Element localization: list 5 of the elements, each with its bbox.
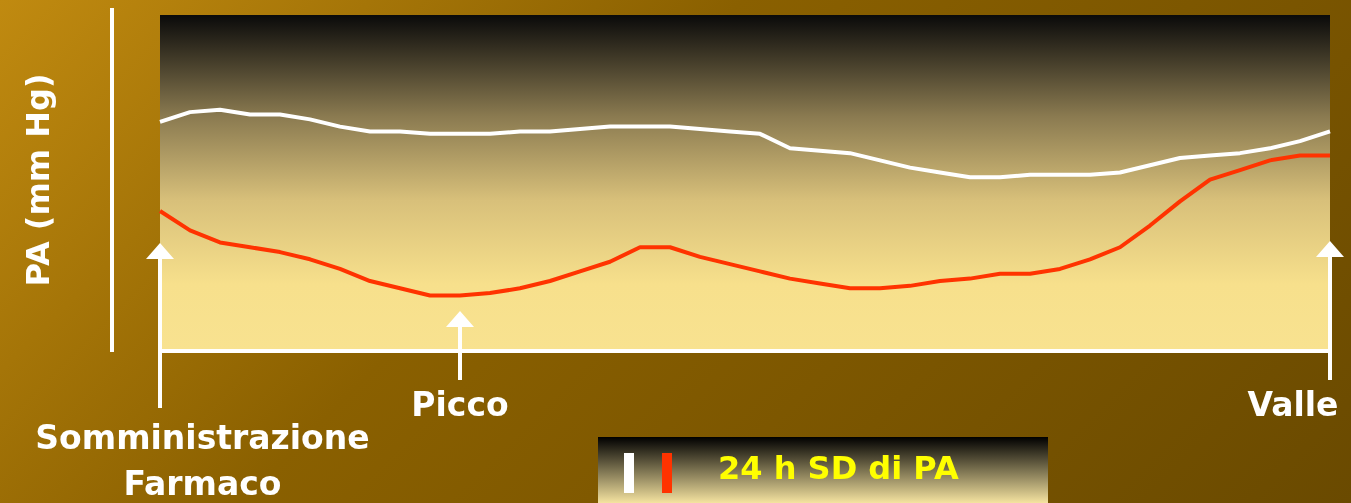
y-axis-title: PA (mm Hg)	[19, 73, 57, 287]
text: Valle	[1246, 384, 1340, 426]
text: Picco	[411, 385, 509, 424]
legend-title: 24 h SD di PA	[718, 449, 959, 487]
text: Somministrazione Farmaco	[34, 417, 371, 503]
